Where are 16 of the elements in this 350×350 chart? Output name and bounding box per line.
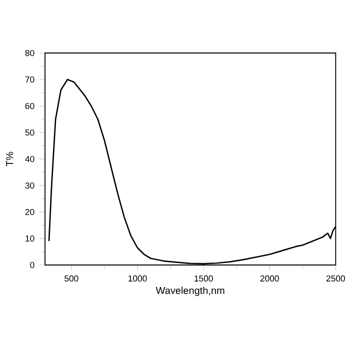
y-tick-label: 20 bbox=[25, 208, 34, 216]
x-tick-label: 500 bbox=[64, 275, 78, 282]
y-tick-label: 10 bbox=[26, 235, 34, 242]
y-tick-label: 40 bbox=[25, 156, 34, 162]
y-tick-label: 70 bbox=[25, 76, 34, 83]
x-tick-label: 2500 bbox=[326, 275, 345, 282]
y-tick-label: 80 bbox=[25, 50, 34, 56]
x-tick-label: 1000 bbox=[128, 275, 147, 282]
y-tick-label: 0 bbox=[30, 262, 34, 268]
x-axis-title: Wavelength,nm bbox=[156, 286, 224, 296]
x-tick-label: 2000 bbox=[260, 275, 279, 282]
y-axis-title: T% bbox=[6, 152, 14, 166]
y-tick-label: 60 bbox=[25, 102, 34, 110]
y-tick-label: 30 bbox=[25, 182, 34, 189]
x-tick-label: 1500 bbox=[194, 275, 213, 282]
y-tick-label: 50 bbox=[25, 129, 34, 136]
